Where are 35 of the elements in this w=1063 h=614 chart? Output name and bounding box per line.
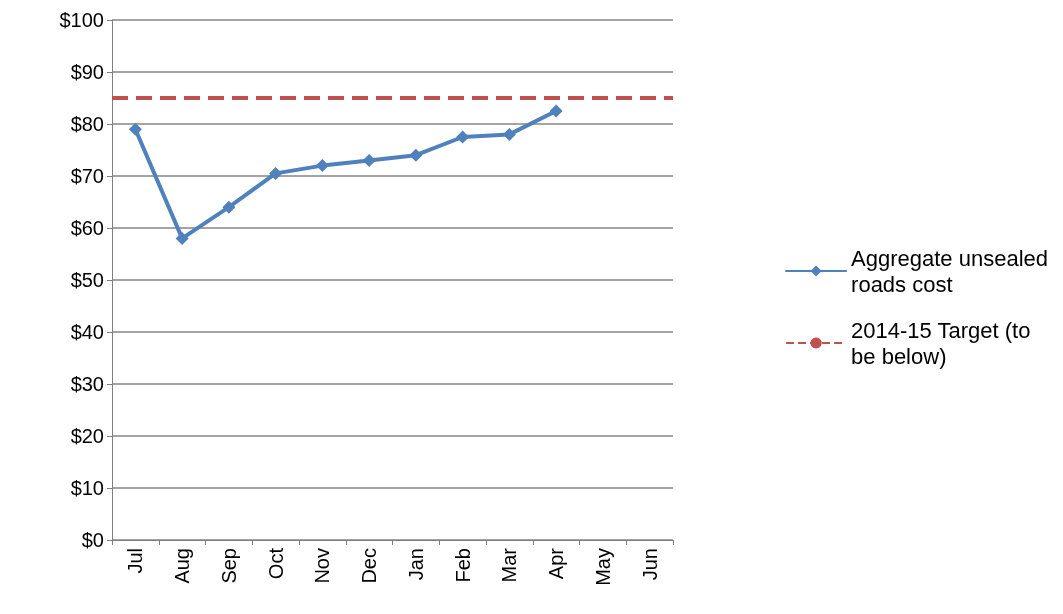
point bbox=[502, 127, 516, 141]
y-tick-label: $80 bbox=[70, 113, 104, 135]
x-tick-label: Jun bbox=[638, 548, 661, 581]
x-tick-label: Jul bbox=[124, 548, 147, 574]
point bbox=[222, 200, 236, 214]
point bbox=[315, 159, 329, 173]
point bbox=[128, 122, 142, 136]
point bbox=[409, 148, 423, 162]
point bbox=[269, 166, 283, 180]
legend-label: Aggregate unsealed roads cost bbox=[851, 245, 1048, 297]
y-tick-label: $30 bbox=[70, 373, 104, 395]
x-tick-label: Sep bbox=[217, 548, 240, 584]
point bbox=[175, 231, 189, 245]
x-tick-label: May bbox=[591, 548, 614, 586]
y-tick-label: $100 bbox=[59, 9, 104, 31]
legend-label: 2014-15 Target (to be below) bbox=[851, 317, 1031, 369]
y-tick-label: $0 bbox=[81, 529, 104, 551]
x-tick-label: Jan bbox=[404, 548, 427, 581]
x-tick-label: Nov bbox=[311, 548, 334, 584]
y-tick-label: $60 bbox=[70, 217, 104, 239]
x-tick-label: Oct bbox=[264, 547, 287, 580]
y-tick-label: $10 bbox=[70, 477, 104, 499]
x-tick-label: Mar bbox=[498, 547, 521, 583]
point bbox=[549, 104, 563, 118]
y-tick-label: $20 bbox=[70, 425, 104, 447]
y-tick-label: $70 bbox=[70, 165, 104, 187]
point bbox=[362, 153, 376, 167]
y-tick-label: $90 bbox=[70, 61, 104, 83]
x-tick-label: Aug bbox=[171, 548, 194, 584]
x-tick-label: Apr bbox=[545, 547, 568, 580]
x-tick-label: Dec bbox=[358, 548, 381, 584]
y-tick-label: $40 bbox=[70, 321, 104, 343]
x-tick-label: Feb bbox=[451, 548, 474, 583]
y-tick-label: $50 bbox=[70, 269, 104, 291]
point bbox=[456, 130, 470, 144]
